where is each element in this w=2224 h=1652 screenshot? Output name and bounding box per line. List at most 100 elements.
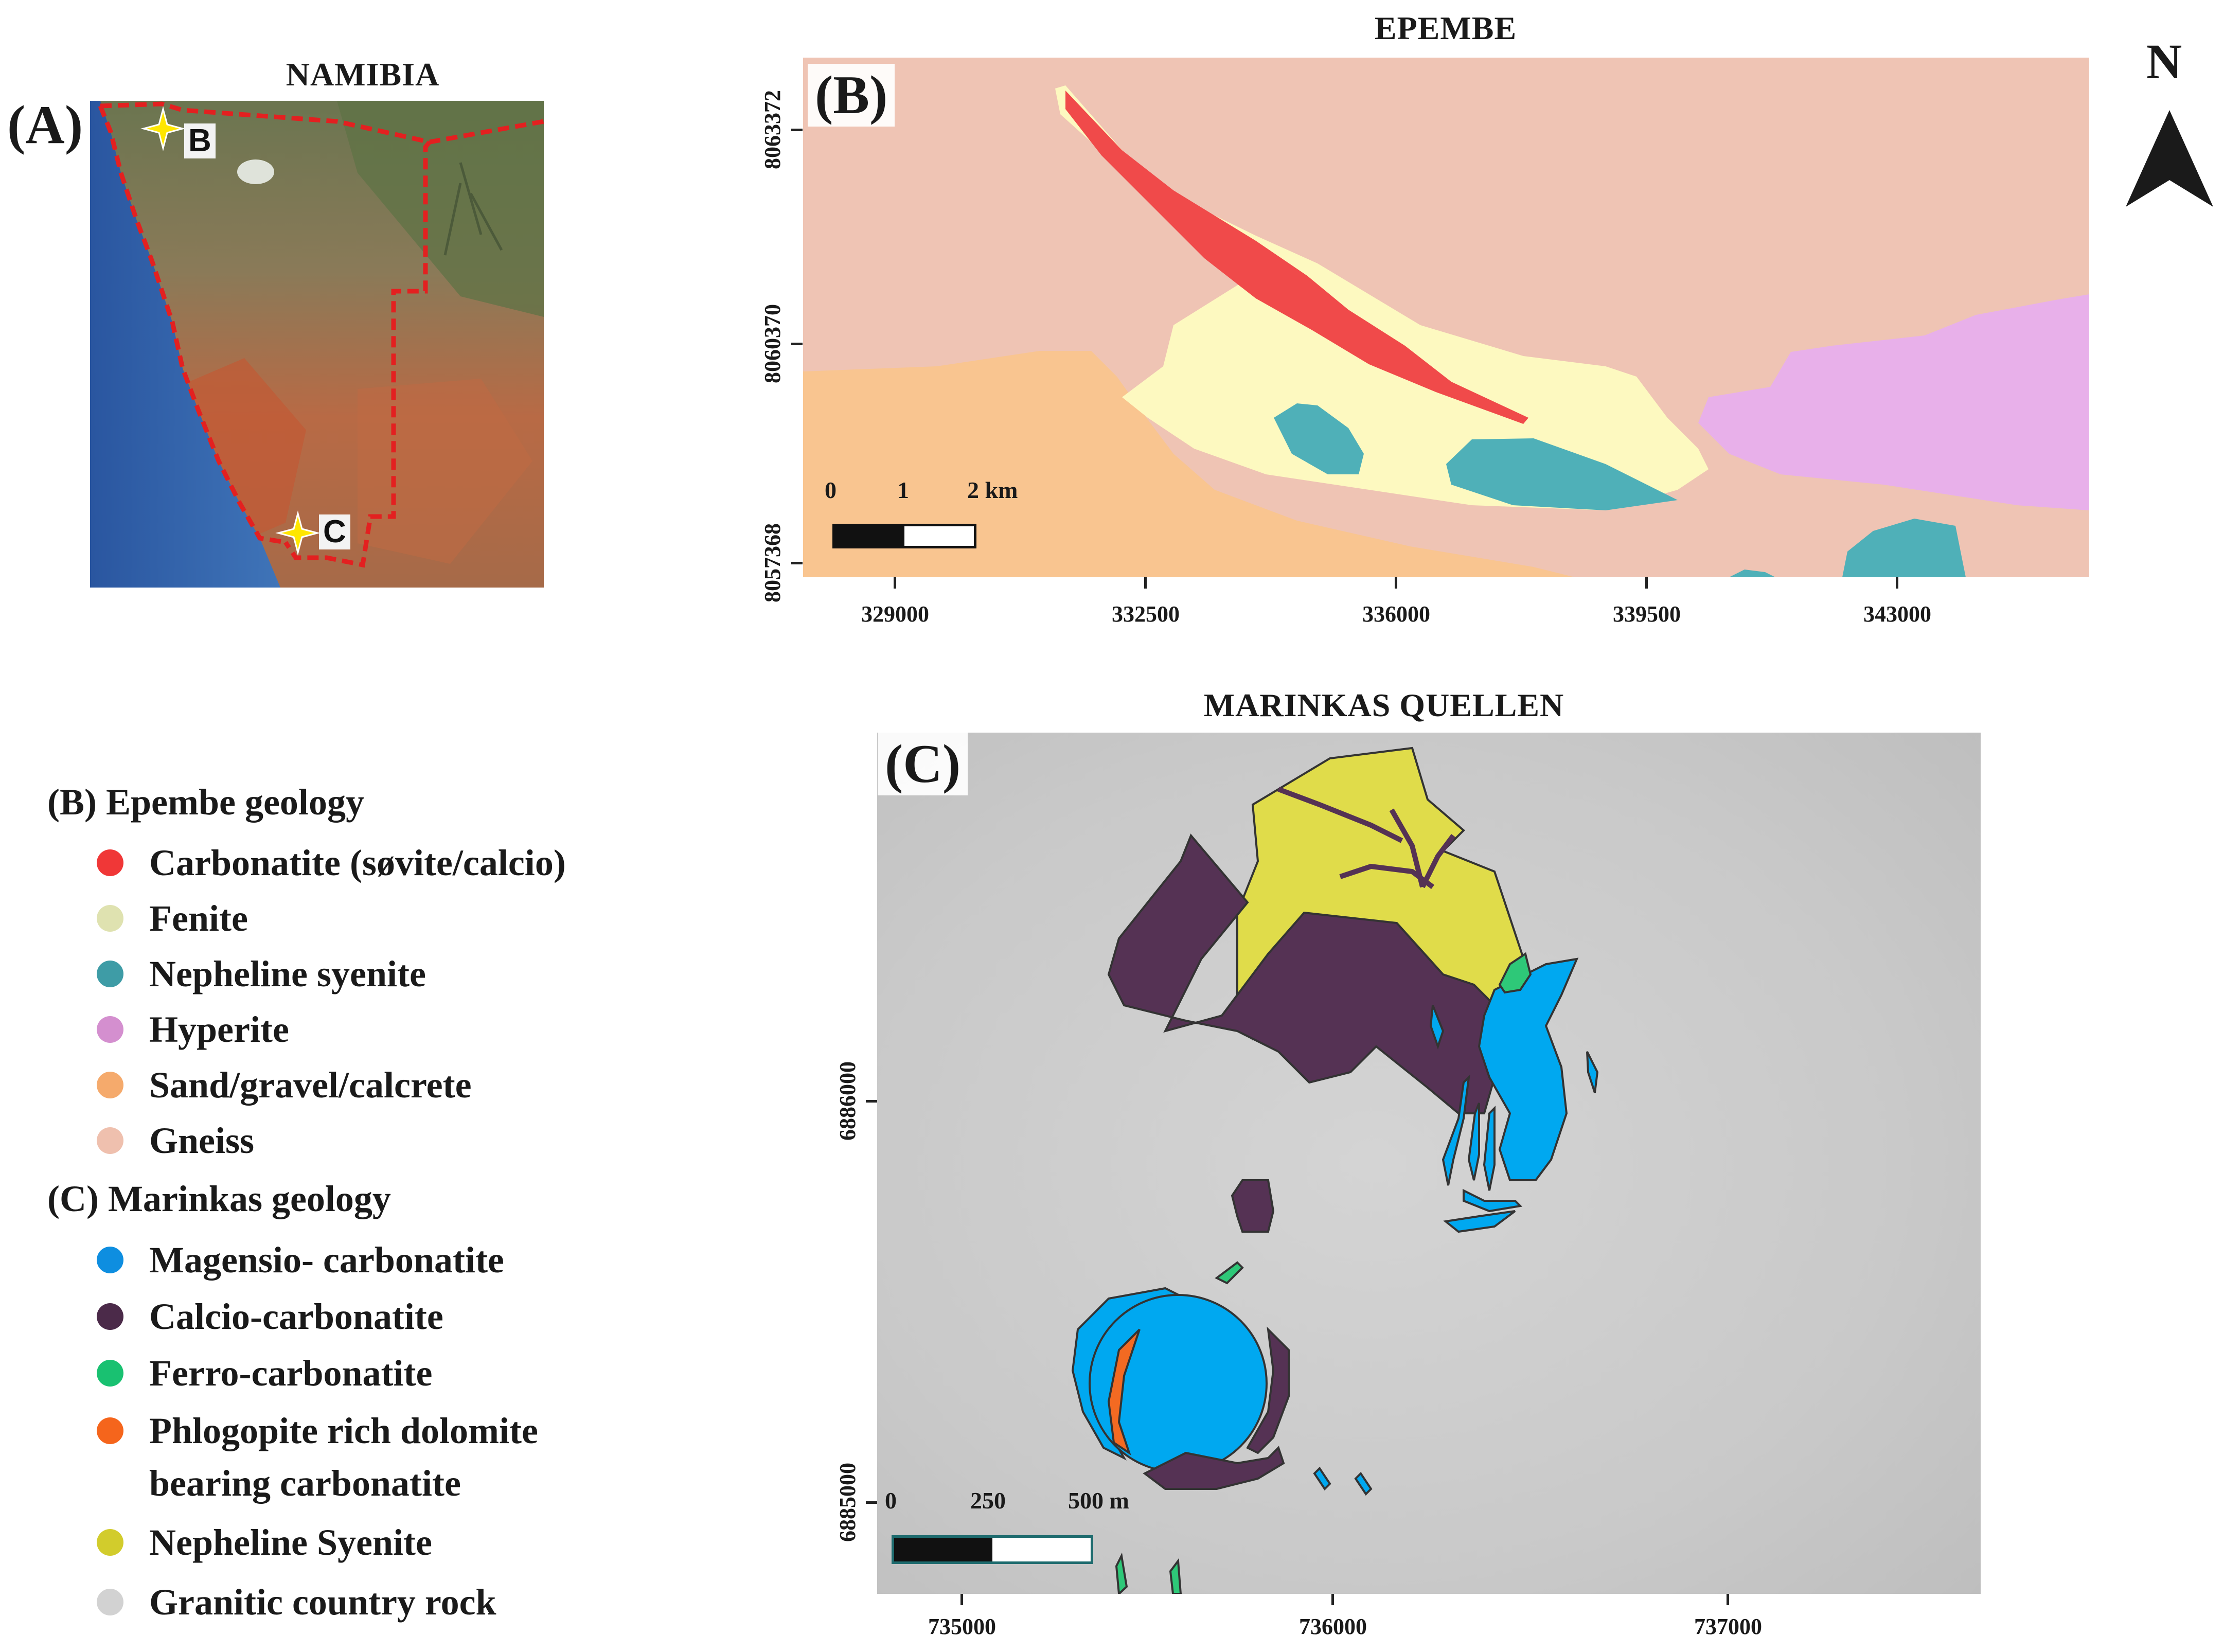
scale-c-label-2: 500 m bbox=[1068, 1487, 1129, 1514]
legend: (B) Epembe geology Carbonatite (søvite/c… bbox=[47, 781, 768, 1632]
panel-a-label: (A) bbox=[7, 95, 83, 155]
legend-label: Nepheline Syenite bbox=[149, 1521, 432, 1563]
north-arrow-icon bbox=[2126, 110, 2213, 207]
scale-c-label-0: 0 bbox=[885, 1487, 897, 1514]
scale-b-label-0: 0 bbox=[825, 477, 837, 503]
legend-label: Phlogopite rich dolomite bearing carbona… bbox=[149, 1410, 538, 1504]
legend-label: Calcio-carbonatite bbox=[149, 1295, 443, 1337]
marker-b-label: B bbox=[184, 123, 216, 159]
legend-label: Gneiss bbox=[149, 1120, 255, 1161]
scale-b-label-2: 2 km bbox=[967, 477, 1018, 503]
panel-b-y-tick: 8060370 bbox=[760, 304, 785, 383]
panel-b-x-tick: 343000 bbox=[1863, 601, 1931, 627]
legend-swatch bbox=[97, 1016, 123, 1043]
legend-swatch bbox=[97, 1589, 123, 1615]
legend-swatch bbox=[97, 1417, 123, 1444]
marinkas-geology-map bbox=[877, 733, 1981, 1594]
panel-b-y-tick: 8057368 bbox=[760, 523, 785, 602]
ocean bbox=[90, 101, 280, 588]
legend-swatch bbox=[97, 1247, 123, 1273]
magnesio-dyke bbox=[1354, 1471, 1373, 1496]
calcio-carbonatite-rim bbox=[1246, 1326, 1290, 1454]
ferro-carbonatite-top bbox=[1498, 952, 1532, 994]
legend-label: Magensio- carbonatite bbox=[149, 1239, 504, 1281]
north-arrow-label: N bbox=[2146, 34, 2182, 89]
legend-item: Carbonatite (søvite/calcio) bbox=[97, 835, 768, 891]
panel-a-title: NAMIBIA bbox=[286, 56, 440, 93]
nepheline-syenite-area-1 bbox=[1274, 403, 1364, 474]
magnesio-dyke bbox=[1443, 1210, 1516, 1233]
panel-b-x-tick: 336000 bbox=[1362, 601, 1430, 627]
legend-item: Hyperite bbox=[97, 1002, 768, 1057]
panel-c-x-tick: 737000 bbox=[1694, 1614, 1762, 1639]
marker-b-star bbox=[140, 106, 186, 151]
legend-item: Sand/gravel/calcrete bbox=[97, 1057, 768, 1113]
namibia-border bbox=[98, 101, 544, 568]
legend-swatch bbox=[97, 1127, 123, 1154]
legend-swatch bbox=[97, 1529, 123, 1556]
nepheline-syenite-area-2 bbox=[1446, 438, 1678, 510]
legend-label: Ferro-carbonatite bbox=[149, 1352, 433, 1394]
marker-c-star bbox=[275, 510, 321, 556]
panel-c-x-tick: 736000 bbox=[1299, 1614, 1367, 1639]
magnesio-dyke bbox=[1586, 1051, 1599, 1093]
legend-c-heading: (C) Marinkas geology bbox=[47, 1178, 391, 1219]
legend-c-items: Magensio- carbonatite Calcio-carbonatite… bbox=[47, 1232, 768, 1632]
legend-b-heading: (B) Epembe geology bbox=[47, 781, 364, 823]
ferro-carbonatite-dyke bbox=[1115, 1552, 1128, 1594]
panel-b-title: EPEMBE bbox=[1374, 10, 1517, 46]
vein-lines bbox=[1277, 787, 1455, 889]
panel-b-x-tick: 339500 bbox=[1613, 601, 1681, 627]
magnesio-dyke bbox=[1313, 1466, 1331, 1491]
legend-item: Fenite bbox=[97, 891, 768, 946]
calcio-carbonatite-lower bbox=[1143, 1446, 1285, 1490]
legend-swatch bbox=[97, 849, 123, 876]
panel-c-y-tick: 6886000 bbox=[835, 1061, 860, 1141]
magnesio-dyke bbox=[1429, 1005, 1445, 1050]
panel-c-x-tick: 735000 bbox=[928, 1614, 996, 1639]
panel-b-x-tick: 332500 bbox=[1112, 601, 1180, 627]
legend-item: Ferro-carbonatite bbox=[97, 1345, 768, 1401]
ferro-carbonatite-dyke bbox=[1169, 1558, 1182, 1594]
legend-swatch bbox=[97, 1360, 123, 1387]
scale-c-bar bbox=[892, 1535, 1093, 1564]
scale-b-bar bbox=[832, 524, 976, 548]
calcio-carbonatite-blob bbox=[1231, 1179, 1275, 1233]
legend-label: Fenite bbox=[149, 897, 248, 939]
panel-c-title: MARINKAS QUELLEN bbox=[1203, 687, 1564, 723]
nepheline-syenite-area-4 bbox=[1729, 570, 1775, 577]
ferro-carbonatite-dyke bbox=[1215, 1261, 1244, 1285]
fenite-area bbox=[1055, 85, 1709, 510]
phlogopite-dolomite-carbonatite bbox=[1107, 1328, 1141, 1455]
hyperite-area bbox=[1698, 294, 2089, 510]
legend-item: Granitic country rock bbox=[97, 1572, 768, 1632]
magnesio-dyke bbox=[1483, 1106, 1496, 1191]
legend-b-items: Carbonatite (søvite/calcio) Fenite Nephe… bbox=[47, 835, 768, 1168]
legend-item: Calcio-carbonatite bbox=[97, 1288, 768, 1345]
magnesio-carbonatite-arm bbox=[1478, 957, 1579, 1181]
legend-swatch bbox=[97, 1303, 123, 1330]
calcio-carbonatite-upper bbox=[1107, 833, 1506, 1114]
magnesio-dyke bbox=[1442, 1074, 1470, 1186]
legend-label: Sand/gravel/calcrete bbox=[149, 1064, 472, 1106]
legend-item: Phlogopite rich dolomite bearing carbona… bbox=[97, 1405, 652, 1509]
legend-label: Nepheline syenite bbox=[149, 953, 426, 994]
panel-b-label: (B) bbox=[808, 64, 895, 127]
legend-label: Carbonatite (søvite/calcio) bbox=[149, 842, 566, 883]
scale-c-label-1: 250 bbox=[970, 1487, 1006, 1514]
nepheline-syenite-area-3 bbox=[1842, 519, 1966, 577]
sand-gravel-area bbox=[803, 351, 1575, 577]
legend-item: Magensio- carbonatite bbox=[97, 1232, 768, 1288]
scale-b-label-1: 1 bbox=[897, 477, 909, 503]
epembe-geology-map bbox=[803, 58, 2089, 577]
magnesio-dyke bbox=[1463, 1188, 1523, 1213]
legend-item: Gneiss bbox=[97, 1113, 768, 1168]
panel-c-label: (C) bbox=[878, 733, 968, 795]
legend-item: Nepheline Syenite bbox=[97, 1513, 768, 1572]
legend-label: Granitic country rock bbox=[149, 1581, 496, 1623]
legend-swatch bbox=[97, 905, 123, 932]
marker-c-label: C bbox=[319, 514, 350, 550]
namibia-satellite-map bbox=[90, 101, 544, 588]
etosha-pan bbox=[237, 159, 274, 184]
panel-b-x-tick: 329000 bbox=[861, 601, 929, 627]
